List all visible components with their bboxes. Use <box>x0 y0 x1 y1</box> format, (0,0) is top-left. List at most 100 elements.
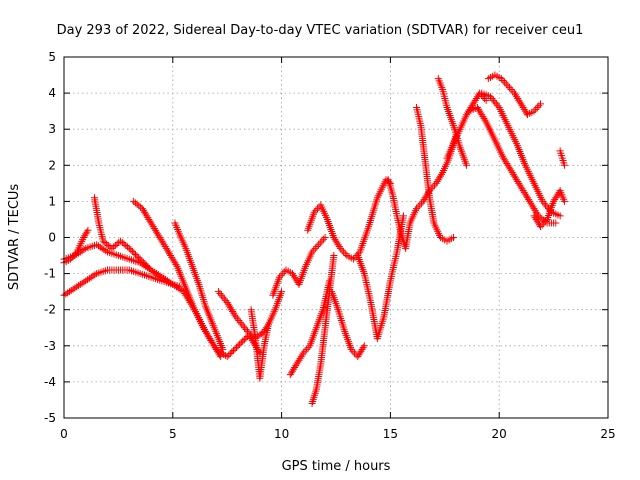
data-point <box>239 337 247 345</box>
data-point <box>531 214 539 222</box>
data-point <box>515 96 523 104</box>
data-point <box>286 371 294 379</box>
data-point <box>219 345 227 353</box>
data-point <box>118 239 126 247</box>
data-point <box>242 326 250 334</box>
data-point <box>414 203 422 211</box>
data-point <box>505 163 513 171</box>
data-point <box>231 311 239 319</box>
y-tick-label: -1 <box>44 267 56 281</box>
data-point <box>297 353 305 361</box>
data-point <box>312 206 320 214</box>
data-point <box>67 255 75 263</box>
data-point <box>518 102 526 110</box>
data-point <box>156 234 164 241</box>
data-point <box>142 210 150 218</box>
data-point <box>416 201 424 209</box>
series-sat-f <box>171 219 227 353</box>
data-point <box>275 273 283 281</box>
data-point <box>532 215 540 223</box>
data-point <box>146 217 154 225</box>
data-point <box>78 247 86 255</box>
data-point <box>108 244 116 252</box>
y-axis-label: SDTVAR / TECUs <box>7 184 22 291</box>
data-point <box>552 219 560 227</box>
data-point <box>310 246 318 254</box>
data-point <box>295 356 303 364</box>
data-point <box>81 232 89 240</box>
data-point <box>91 271 99 279</box>
data-point <box>67 286 75 294</box>
data-point <box>211 344 219 352</box>
data-point <box>235 317 243 325</box>
data-point <box>214 349 222 357</box>
data-point <box>151 226 159 234</box>
data-point <box>530 205 538 213</box>
y-tick-label: -3 <box>44 339 56 353</box>
data-point <box>314 205 322 213</box>
data-point <box>144 263 152 271</box>
data-point <box>492 100 500 108</box>
data-point <box>521 107 529 115</box>
data-point <box>104 241 112 249</box>
data-point <box>542 201 550 209</box>
data-point <box>512 91 520 99</box>
data-point <box>205 333 213 341</box>
data-point <box>277 271 285 279</box>
data-point <box>292 275 300 283</box>
data-point <box>535 102 543 110</box>
data-point <box>417 199 425 207</box>
x-tick-label: 25 <box>600 427 615 441</box>
data-point <box>294 358 302 366</box>
data-point <box>333 239 341 247</box>
data-point <box>161 243 169 251</box>
data-point <box>226 304 234 312</box>
data-point <box>208 338 216 346</box>
data-point <box>117 237 125 245</box>
data-point <box>75 282 83 290</box>
data-point <box>160 274 168 282</box>
data-point <box>230 309 238 317</box>
data-point <box>541 217 549 225</box>
data-point <box>321 234 329 241</box>
series-sat-e <box>130 197 225 361</box>
data-point <box>245 329 253 337</box>
data-point <box>83 228 91 236</box>
data-point <box>533 217 541 225</box>
data-point <box>480 114 488 122</box>
data-point <box>232 313 240 321</box>
data-point <box>560 197 568 205</box>
data-point <box>164 248 172 256</box>
data-point <box>539 197 547 205</box>
data-point <box>520 105 528 113</box>
data-point <box>142 261 150 269</box>
data-point <box>522 192 530 200</box>
data-point <box>89 272 97 280</box>
data-point <box>508 169 516 177</box>
data-point <box>298 351 306 359</box>
data-point <box>521 190 529 198</box>
x-tick-label: 10 <box>274 427 289 441</box>
data-point <box>287 369 295 377</box>
data-point <box>522 109 530 117</box>
data-point <box>531 206 539 214</box>
data-point <box>560 161 568 169</box>
data-point <box>463 111 471 119</box>
data-point <box>280 268 288 276</box>
data-point <box>199 324 207 332</box>
data-point <box>507 167 515 175</box>
data-point <box>228 306 236 314</box>
data-point <box>525 196 533 204</box>
data-point <box>228 348 236 356</box>
series-sat-b <box>60 266 183 299</box>
data-point <box>554 190 562 198</box>
data-point <box>517 100 525 108</box>
data-point <box>355 351 363 359</box>
data-point <box>224 300 232 308</box>
data-point <box>538 215 546 223</box>
data-point <box>358 345 366 353</box>
data-point <box>450 234 458 241</box>
series-sat-l <box>304 176 394 263</box>
data-point <box>176 285 184 293</box>
data-point <box>551 196 559 204</box>
